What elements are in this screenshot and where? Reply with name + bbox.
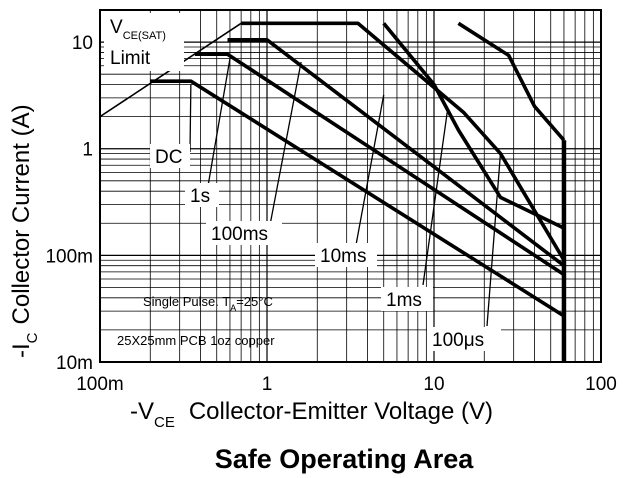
vce-limit-v: V: [110, 17, 123, 38]
y-axis-title: -IC Collector Current (A): [8, 104, 41, 358]
vce-limit-sub: CE(SAT): [123, 30, 166, 42]
series-100ms-line: [227, 37, 566, 268]
label-leaders: [189, 58, 502, 327]
leader-100us: [486, 153, 502, 327]
label-1s: 1s: [190, 186, 210, 207]
label-bg-1s: [185, 183, 219, 207]
y-axis-title-sub: C: [24, 332, 41, 343]
annotation-single-pulse-pre: Single Pulse. T: [143, 294, 230, 309]
x-axis-title: -VCE Collector-Emitter Voltage (V): [130, 398, 493, 431]
y-tick-label: 10: [72, 33, 93, 54]
label-10ms: 10ms: [320, 246, 366, 267]
y-tick-label: 100m: [45, 246, 93, 267]
label-dc: DC: [155, 147, 182, 168]
x-tick-label: 1: [262, 374, 273, 395]
y-axis-title-main: -I: [8, 343, 35, 358]
series-1ms-line: [382, 22, 565, 230]
label-bg-1ms: [381, 287, 433, 311]
y-tick-label: 1: [82, 140, 93, 161]
x-tick-label: 100m: [76, 374, 124, 395]
x-tick-label: 10: [423, 374, 444, 395]
vce-limit-label-bg: [104, 13, 184, 71]
label-bg-dc: [150, 144, 190, 168]
y-axis-title-rest: Collector Current (A): [8, 104, 35, 324]
leader-1s: [207, 58, 231, 187]
annotation-single-pulse: Single Pulse. TA=25°C: [143, 294, 273, 313]
leader-100ms: [269, 61, 302, 226]
annotation-ta-sub: A: [230, 303, 236, 313]
leader-1ms: [422, 112, 448, 286]
y-tick-labels: 10 1 100m 10m: [45, 33, 93, 374]
label-1ms: 1ms: [386, 290, 422, 311]
x-tick-label: 100: [585, 374, 617, 395]
vce-limit-text: Limit: [110, 48, 151, 69]
label-100ms: 100ms: [211, 224, 268, 245]
series-group: [99, 21, 567, 362]
label-bg-100ms: [206, 221, 282, 245]
x-axis-title-rest: Collector-Emitter Voltage (V): [189, 398, 493, 425]
x-axis-title-sub: CE: [154, 414, 175, 431]
series-10ms-line: [241, 21, 566, 262]
label-bg-100us: [427, 327, 501, 351]
annotation-single-pulse-post: =25°C: [236, 294, 273, 309]
label-100us: 100μs: [432, 330, 484, 351]
annotation-pcb: 25X25mm PCB 1oz copper: [117, 333, 275, 348]
vce-limit-label: VCE(SAT): [110, 17, 166, 42]
leader-10ms: [355, 94, 385, 246]
series-100us-line: [457, 21, 566, 142]
series-1s-line: [194, 52, 565, 277]
label-bg-10ms: [315, 243, 377, 267]
x-tick-labels: 100m 1 10 100: [76, 374, 617, 395]
plot-frame: [99, 9, 602, 363]
x-axis-title-main: -V: [130, 398, 154, 425]
leader-dc: [189, 84, 192, 153]
series-dc-line: [150, 79, 565, 318]
chart-title: Safe Operating Area: [215, 444, 475, 474]
y-tick-label: 10m: [56, 353, 93, 374]
